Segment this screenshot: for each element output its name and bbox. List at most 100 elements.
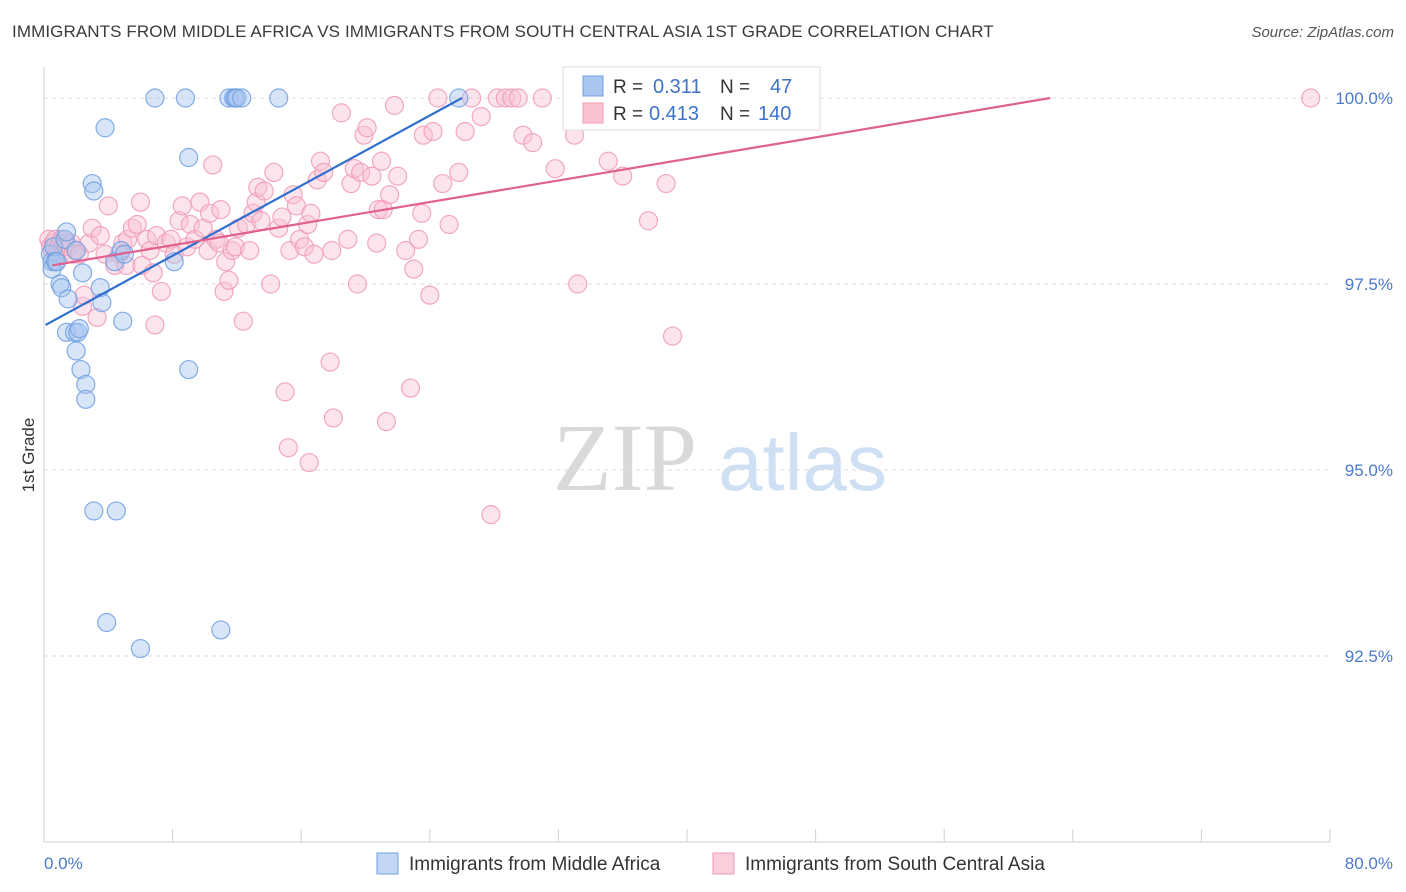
- watermark-atlas: atlas: [718, 418, 887, 507]
- x-tick-label-min: 0.0%: [44, 854, 83, 873]
- data-point-south-central-asia: [127, 214, 147, 235]
- data-point-middle-africa: [76, 374, 96, 395]
- data-point-south-central-asia: [481, 505, 501, 525]
- data-point-south-central-asia: [545, 159, 565, 179]
- data-point-south-central-asia: [225, 237, 245, 257]
- data-point-middle-africa: [145, 88, 165, 108]
- data-point-south-central-asia: [199, 203, 220, 223]
- stats-n-label-2: N =: [720, 104, 750, 125]
- data-point-south-central-asia: [412, 203, 432, 223]
- data-point-south-central-asia: [367, 233, 387, 253]
- data-point-south-central-asia: [320, 352, 340, 372]
- data-point-south-central-asia: [301, 203, 321, 223]
- data-point-south-central-asia: [117, 229, 138, 249]
- stats-swatch-middle-africa: [582, 75, 604, 97]
- data-point-south-central-asia: [351, 162, 371, 182]
- data-point-south-central-asia: [362, 166, 382, 186]
- trend-line-middle-africa: [45, 97, 463, 326]
- data-point-south-central-asia: [87, 307, 107, 328]
- data-point-south-central-asia: [63, 244, 83, 264]
- data-point-south-central-asia: [203, 155, 223, 175]
- data-point-middle-africa: [113, 311, 133, 331]
- legend: Immigrants from Middle Africa Immigrants…: [376, 852, 1045, 875]
- data-point-south-central-asia: [638, 211, 659, 231]
- stats-swatch-south-central-asia: [582, 102, 604, 124]
- data-point-middle-africa: [227, 88, 247, 108]
- data-point-middle-africa: [58, 289, 78, 309]
- data-point-south-central-asia: [455, 121, 475, 142]
- stats-r-value-1: 0.311: [653, 76, 702, 98]
- data-point-south-central-asia: [172, 196, 192, 216]
- data-point-middle-africa: [82, 173, 102, 194]
- trend-line-south-central-asia: [51, 96, 1051, 267]
- legend-swatch-south-central-asia: [712, 852, 735, 875]
- data-point-south-central-asia: [513, 125, 533, 145]
- data-point-south-central-asia: [214, 281, 234, 302]
- data-point-south-central-asia: [219, 270, 239, 290]
- data-point-south-central-asia: [400, 378, 421, 398]
- legend-label-middle-africa: Immigrants from Middle Africa: [409, 854, 661, 875]
- data-point-south-central-asia: [439, 214, 459, 235]
- data-point-south-central-asia: [380, 185, 400, 205]
- data-point-middle-africa: [76, 389, 96, 409]
- data-point-south-central-asia: [299, 452, 319, 473]
- series-middle-africa-points: [40, 88, 469, 659]
- data-point-south-central-asia: [487, 88, 507, 108]
- data-point-middle-africa: [69, 319, 89, 339]
- data-point-south-central-asia: [408, 229, 429, 249]
- data-point-middle-africa: [106, 501, 126, 521]
- y-tick-label: 97.5%: [1345, 275, 1393, 294]
- data-point-middle-africa: [72, 263, 93, 283]
- y-tick-label: 92.5%: [1345, 647, 1393, 666]
- legend-label-south-central-asia: Immigrants from South Central Asia: [745, 854, 1045, 875]
- data-point-south-central-asia: [413, 125, 433, 145]
- data-point-middle-africa: [84, 501, 104, 521]
- data-point-south-central-asia: [384, 95, 405, 116]
- data-point-middle-africa: [211, 620, 231, 640]
- stats-r-label-2: R =: [613, 104, 643, 125]
- data-point-south-central-asia: [151, 281, 171, 302]
- data-point-south-central-asia: [532, 88, 552, 108]
- data-point-south-central-asia: [169, 211, 189, 231]
- data-point-middle-africa: [130, 638, 151, 659]
- x-tick-label-max: 80.0%: [1345, 854, 1393, 873]
- data-point-south-central-asia: [471, 106, 491, 127]
- data-point-south-central-asia: [423, 121, 443, 142]
- data-point-south-central-asia: [145, 315, 165, 335]
- data-point-south-central-asia: [261, 274, 281, 294]
- data-point-middle-africa: [269, 88, 289, 108]
- data-point-south-central-asia: [264, 162, 284, 182]
- data-point-south-central-asia: [82, 218, 102, 238]
- data-point-middle-africa: [179, 147, 199, 168]
- data-point-south-central-asia: [433, 173, 453, 194]
- y-axis-label: 1st Grade: [19, 418, 38, 493]
- data-point-middle-africa: [44, 237, 64, 257]
- stats-n-value-2: 140: [758, 103, 791, 125]
- data-point-south-central-asia: [180, 214, 200, 235]
- data-point-south-central-asia: [146, 226, 167, 246]
- data-point-middle-africa: [232, 88, 252, 108]
- data-point-south-central-asia: [90, 226, 110, 246]
- data-point-south-central-asia: [331, 103, 351, 123]
- data-point-middle-africa: [66, 341, 86, 361]
- data-point-south-central-asia: [304, 244, 324, 264]
- data-point-middle-africa: [47, 252, 67, 272]
- data-point-south-central-asia: [254, 181, 274, 201]
- x-axis-ticks: [172, 829, 1331, 842]
- data-point-south-central-asia: [404, 259, 424, 279]
- y-tick-labels: 100.0% 97.5% 95.0% 92.5%: [1335, 89, 1393, 666]
- data-point-south-central-asia: [502, 88, 522, 108]
- gridlines: [44, 97, 1330, 657]
- data-point-south-central-asia: [198, 240, 218, 261]
- y-tick-label: 100.0%: [1335, 89, 1393, 108]
- legend-swatch-middle-africa: [376, 852, 399, 875]
- data-point-south-central-asia: [130, 192, 151, 212]
- y-tick-label: 95.0%: [1345, 461, 1393, 480]
- data-point-south-central-asia: [338, 229, 358, 249]
- data-point-middle-africa: [105, 252, 125, 272]
- stats-n-value-1: 47: [770, 76, 792, 98]
- data-point-middle-africa: [52, 278, 72, 298]
- data-point-south-central-asia: [137, 229, 157, 249]
- data-point-middle-africa: [56, 222, 77, 242]
- data-point-south-central-asia: [523, 133, 543, 153]
